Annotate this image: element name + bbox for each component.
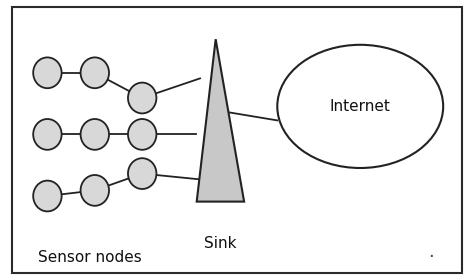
- Ellipse shape: [81, 175, 109, 206]
- Ellipse shape: [128, 83, 156, 113]
- Ellipse shape: [33, 119, 62, 150]
- FancyBboxPatch shape: [12, 7, 462, 273]
- Ellipse shape: [128, 158, 156, 189]
- Text: Sensor nodes: Sensor nodes: [38, 250, 142, 265]
- Text: Sink: Sink: [204, 236, 237, 251]
- Text: Internet: Internet: [330, 99, 391, 114]
- Ellipse shape: [81, 119, 109, 150]
- Polygon shape: [197, 39, 244, 202]
- Ellipse shape: [33, 181, 62, 211]
- Ellipse shape: [277, 45, 443, 168]
- Text: .: .: [428, 243, 434, 261]
- Ellipse shape: [33, 57, 62, 88]
- Ellipse shape: [128, 119, 156, 150]
- Ellipse shape: [81, 57, 109, 88]
